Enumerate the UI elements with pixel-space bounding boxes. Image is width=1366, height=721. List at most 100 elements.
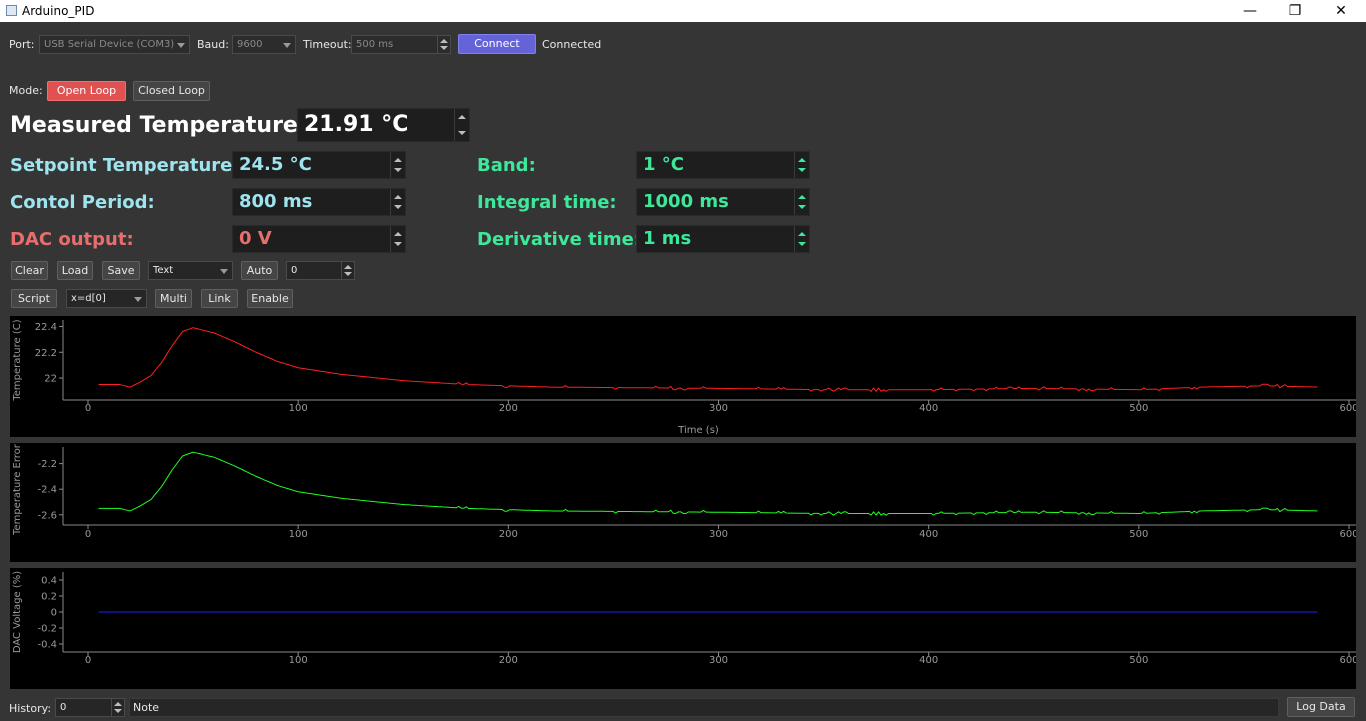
multi-button[interactable]: Multi xyxy=(155,289,192,308)
close-button[interactable]: ✕ xyxy=(1335,3,1347,19)
spin-buttons[interactable] xyxy=(390,152,405,178)
spin-buttons[interactable] xyxy=(437,36,450,53)
connect-button[interactable]: Connect xyxy=(458,34,536,54)
spin-buttons[interactable] xyxy=(794,189,809,215)
y-tick-label: -2.2 xyxy=(37,459,57,470)
note-placeholder: Note xyxy=(133,701,160,714)
arrow-up-icon[interactable] xyxy=(114,702,122,706)
auto-spinbox[interactable]: 0 xyxy=(286,261,355,280)
dac-output-value: 0 V xyxy=(239,228,272,249)
y-tick-label: -2.6 xyxy=(37,510,57,521)
dac-output-label: DAC output: xyxy=(10,229,134,250)
setpoint-value: 24.5 °C xyxy=(239,154,312,175)
spin-buttons[interactable] xyxy=(794,152,809,178)
y-tick-label: -0.2 xyxy=(37,624,57,635)
load-button[interactable]: Load xyxy=(57,261,93,280)
arrow-down-icon[interactable] xyxy=(440,46,448,50)
script-button[interactable]: Script xyxy=(11,289,57,308)
x-tick-label: 500 xyxy=(1129,655,1148,666)
temperature-error-chart[interactable]: 0 100 200 300 400 500 600 -2.2 -2.4 -2.6 Temperatu… xyxy=(10,437,1359,562)
log-data-button[interactable]: Log Data xyxy=(1287,697,1355,717)
y-tick-label: 22 xyxy=(44,374,57,385)
arrow-up-icon[interactable] xyxy=(798,158,806,162)
format-combo[interactable]: Text xyxy=(148,261,233,280)
enable-button[interactable]: Enable xyxy=(247,289,293,308)
y-axis-label: Temperature Error ( xyxy=(12,443,23,536)
auto-button[interactable]: Auto xyxy=(241,261,278,280)
integral-time-field[interactable]: 1000 ms xyxy=(636,188,810,216)
measured-temperature-label: Measured Temperature: xyxy=(10,113,307,138)
link-button[interactable]: Link xyxy=(201,289,238,308)
arrow-down-icon[interactable] xyxy=(394,205,402,209)
arrow-down-icon[interactable] xyxy=(798,168,806,172)
expression-combo[interactable]: x=d[0] xyxy=(66,289,147,308)
clear-button[interactable]: Clear xyxy=(11,261,48,280)
baud-combo[interactable]: 9600 xyxy=(232,35,296,54)
spin-buttons[interactable] xyxy=(390,226,405,252)
port-combo[interactable]: USB Serial Device (COM3) xyxy=(39,35,190,54)
window-title: Arduino_PID xyxy=(22,4,95,18)
history-spinbox[interactable]: 0 xyxy=(55,698,125,717)
spin-buttons[interactable] xyxy=(794,226,809,252)
y-tick-label: 22.4 xyxy=(35,322,57,333)
control-period-field[interactable]: 800 ms xyxy=(232,188,406,216)
arrow-up-icon[interactable] xyxy=(440,39,448,43)
save-button[interactable]: Save xyxy=(102,261,140,280)
derivative-time-value: 1 ms xyxy=(643,228,692,249)
x-tick-label: 0 xyxy=(85,529,91,540)
history-value: 0 xyxy=(60,702,67,713)
x-tick-label: 400 xyxy=(919,403,938,414)
title-bar: Arduino_PID — ❐ ✕ xyxy=(0,0,1366,22)
series-line xyxy=(98,451,1318,516)
temperature-chart[interactable]: 0 100 200 300 400 500 600 22.4 22.2 22 Temperature… xyxy=(10,316,1359,437)
arrow-down-icon[interactable] xyxy=(394,168,402,172)
y-tick-label: 0.4 xyxy=(41,576,57,587)
x-tick-label: 600 xyxy=(1339,403,1356,414)
arrow-down-icon[interactable] xyxy=(798,242,806,246)
arrow-down-icon[interactable] xyxy=(344,272,352,276)
band-field[interactable]: 1 °C xyxy=(636,151,810,179)
x-tick-label: 200 xyxy=(499,403,518,414)
baud-value: 9600 xyxy=(237,39,263,50)
integral-time-value: 1000 ms xyxy=(643,191,729,212)
temperature-error-plot[interactable]: 0 100 200 300 400 500 600 -2.2 -2.4 -2.6 Temperatu… xyxy=(10,437,1359,562)
spin-buttons[interactable] xyxy=(454,109,469,141)
restore-button[interactable]: ❐ xyxy=(1288,3,1302,19)
arrow-down-icon[interactable] xyxy=(114,709,122,713)
derivative-time-label: Derivative time: xyxy=(477,229,641,250)
control-period-label: Contol Period: xyxy=(10,192,155,213)
dac-output-field[interactable]: 0 V xyxy=(232,225,406,253)
temperature-plot[interactable]: 0 100 200 300 400 500 600 22.4 22.2 22 Temperature… xyxy=(10,316,1359,437)
dac-voltage-chart[interactable]: 0 100 200 300 400 500 600 0.4 0.2 0 -0.2 -0.4 DAC Vo… xyxy=(10,568,1359,689)
timeout-value: 500 ms xyxy=(356,39,394,50)
arrow-up-icon[interactable] xyxy=(394,195,402,199)
spin-buttons[interactable] xyxy=(390,189,405,215)
chevron-down-icon xyxy=(134,297,142,302)
dac-voltage-plot[interactable]: 0 100 200 300 400 500 600 0.4 0.2 0 -0.2 -0.4 DAC Vo… xyxy=(10,568,1359,689)
y-tick-label: -0.4 xyxy=(37,640,57,651)
timeout-spinbox[interactable]: 500 ms xyxy=(351,35,451,54)
arrow-down-icon[interactable] xyxy=(798,205,806,209)
spin-buttons[interactable] xyxy=(341,262,354,279)
note-field[interactable]: Note xyxy=(129,698,1279,717)
arrow-up-icon[interactable] xyxy=(394,232,402,236)
spin-buttons[interactable] xyxy=(111,699,124,716)
arrow-up-icon[interactable] xyxy=(798,195,806,199)
x-tick-label: 500 xyxy=(1129,403,1148,414)
auto-spinbox-value: 0 xyxy=(291,265,298,276)
y-axis-label: Temperature (C) xyxy=(12,319,23,401)
app-icon xyxy=(6,5,17,16)
band-label: Band: xyxy=(477,155,536,176)
chevron-down-icon xyxy=(220,269,228,274)
closed-loop-button[interactable]: Closed Loop xyxy=(133,81,210,101)
arrow-up-icon[interactable] xyxy=(344,265,352,269)
minimize-button[interactable]: — xyxy=(1243,3,1257,19)
setpoint-field[interactable]: 24.5 °C xyxy=(232,151,406,179)
arrow-up-icon[interactable] xyxy=(798,232,806,236)
open-loop-button[interactable]: Open Loop xyxy=(47,81,126,101)
arrow-up-icon[interactable] xyxy=(458,115,466,119)
derivative-time-field[interactable]: 1 ms xyxy=(636,225,810,253)
arrow-up-icon[interactable] xyxy=(394,158,402,162)
arrow-down-icon[interactable] xyxy=(394,242,402,246)
arrow-down-icon[interactable] xyxy=(458,131,466,135)
